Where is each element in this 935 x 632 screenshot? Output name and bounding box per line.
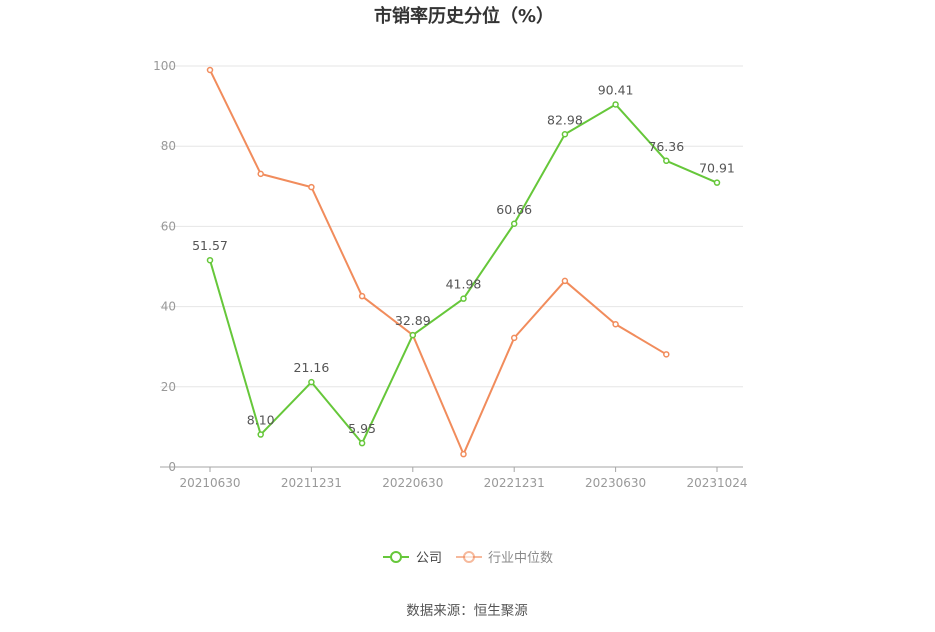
legend-circle-icon	[463, 551, 475, 563]
data-point-series-1[interactable]	[510, 334, 518, 342]
data-label: 51.57	[192, 238, 228, 253]
data-point-series-0[interactable]	[206, 256, 214, 264]
data-point-series-1[interactable]	[561, 277, 569, 285]
x-tick-label: 20231024	[686, 476, 747, 490]
legend-item-company[interactable]: 公司	[383, 551, 442, 566]
data-point-series-0[interactable]	[257, 431, 264, 438]
data-point-series-1[interactable]	[663, 351, 670, 358]
source-note: 数据来源：恒生聚源	[406, 603, 528, 619]
y-tick-label: 40	[161, 300, 176, 314]
data-point-series-1[interactable]	[358, 292, 366, 300]
data-point-series-0[interactable]	[358, 439, 366, 447]
data-point-series-0[interactable]	[510, 220, 518, 228]
y-tick-label: 20	[161, 380, 176, 394]
data-point-series-0[interactable]	[409, 331, 417, 339]
data-point-series-0[interactable]	[460, 295, 467, 302]
data-point-series-0[interactable]	[612, 101, 619, 108]
chart-title: 市销率历史分位（%）	[374, 5, 554, 27]
y-tick-label: 80	[161, 139, 176, 153]
data-label: 82.98	[547, 112, 583, 127]
data-label: 70.91	[699, 161, 735, 176]
x-tick-label: 20211231	[281, 476, 342, 490]
data-label: 21.16	[294, 360, 330, 375]
data-point-series-0[interactable]	[308, 378, 315, 386]
data-point-series-0[interactable]	[713, 179, 721, 186]
data-point-series-1[interactable]	[308, 183, 315, 191]
data-point-series-1[interactable]	[612, 320, 619, 328]
x-tick-label: 20220630	[382, 476, 443, 490]
data-label: 76.36	[648, 139, 684, 154]
data-point-series-1[interactable]	[257, 170, 264, 178]
series-line-0	[209, 103, 718, 445]
data-point-series-0[interactable]	[663, 157, 670, 165]
data-label: 41.98	[446, 277, 482, 292]
x-tick-label: 20221231	[484, 476, 545, 490]
x-tick-label: 20230630	[585, 476, 646, 490]
data-label: 60.66	[496, 202, 532, 217]
series-line-1	[209, 69, 667, 456]
data-point-series-0[interactable]	[561, 131, 569, 138]
data-point-series-1[interactable]	[206, 66, 214, 74]
legend-circle-icon	[390, 551, 402, 563]
data-label: 32.89	[395, 313, 431, 328]
x-tick-label: 20210630	[179, 476, 240, 490]
y-tick-label: 60	[161, 219, 176, 233]
data-label: 90.41	[598, 82, 634, 97]
y-tick-label: 100	[153, 59, 176, 73]
legend-item-industry-median[interactable]: 行业中位数	[456, 551, 553, 566]
data-label: 5.95	[348, 421, 376, 436]
data-label: 8.10	[247, 413, 275, 428]
data-point-series-1[interactable]	[460, 450, 467, 458]
legend-label: 公司	[416, 551, 442, 566]
legend-label: 行业中位数	[488, 551, 553, 566]
legend: 公司 行业中位数	[383, 551, 553, 566]
